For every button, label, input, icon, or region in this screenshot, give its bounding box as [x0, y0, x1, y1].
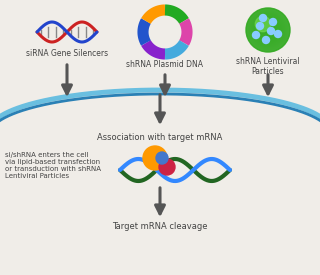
- Text: si/shRNA enters the cell
via lipid-based transfection
or transduction with shRNA: si/shRNA enters the cell via lipid-based…: [5, 152, 101, 179]
- Circle shape: [159, 159, 175, 175]
- Circle shape: [260, 15, 267, 21]
- Circle shape: [250, 12, 286, 48]
- Circle shape: [255, 16, 271, 32]
- Circle shape: [252, 32, 260, 38]
- Circle shape: [252, 14, 284, 46]
- Circle shape: [156, 152, 168, 164]
- Text: shRNA Plasmid DNA: shRNA Plasmid DNA: [126, 60, 204, 69]
- Circle shape: [248, 10, 288, 50]
- Circle shape: [266, 28, 270, 32]
- Circle shape: [254, 16, 282, 44]
- Circle shape: [143, 146, 167, 170]
- Circle shape: [267, 29, 269, 31]
- Circle shape: [259, 21, 277, 39]
- Circle shape: [256, 18, 280, 42]
- Circle shape: [263, 25, 273, 35]
- Circle shape: [251, 13, 285, 47]
- Circle shape: [275, 31, 282, 37]
- Circle shape: [262, 37, 269, 43]
- Circle shape: [262, 24, 274, 36]
- Circle shape: [246, 8, 290, 52]
- Circle shape: [260, 22, 276, 38]
- Text: siRNA Gene Silencers: siRNA Gene Silencers: [26, 49, 108, 58]
- Circle shape: [265, 26, 271, 34]
- Circle shape: [268, 28, 275, 34]
- Circle shape: [246, 8, 290, 52]
- Circle shape: [261, 23, 275, 37]
- Circle shape: [253, 15, 283, 45]
- Circle shape: [257, 23, 263, 29]
- Text: Association with target mRNA: Association with target mRNA: [97, 133, 223, 142]
- Text: shRNA Lentiviral
Particles: shRNA Lentiviral Particles: [236, 57, 300, 76]
- Text: Target mRNA cleavage: Target mRNA cleavage: [112, 222, 208, 231]
- Circle shape: [258, 20, 278, 40]
- Circle shape: [255, 17, 281, 43]
- Circle shape: [269, 18, 276, 26]
- Circle shape: [247, 9, 289, 51]
